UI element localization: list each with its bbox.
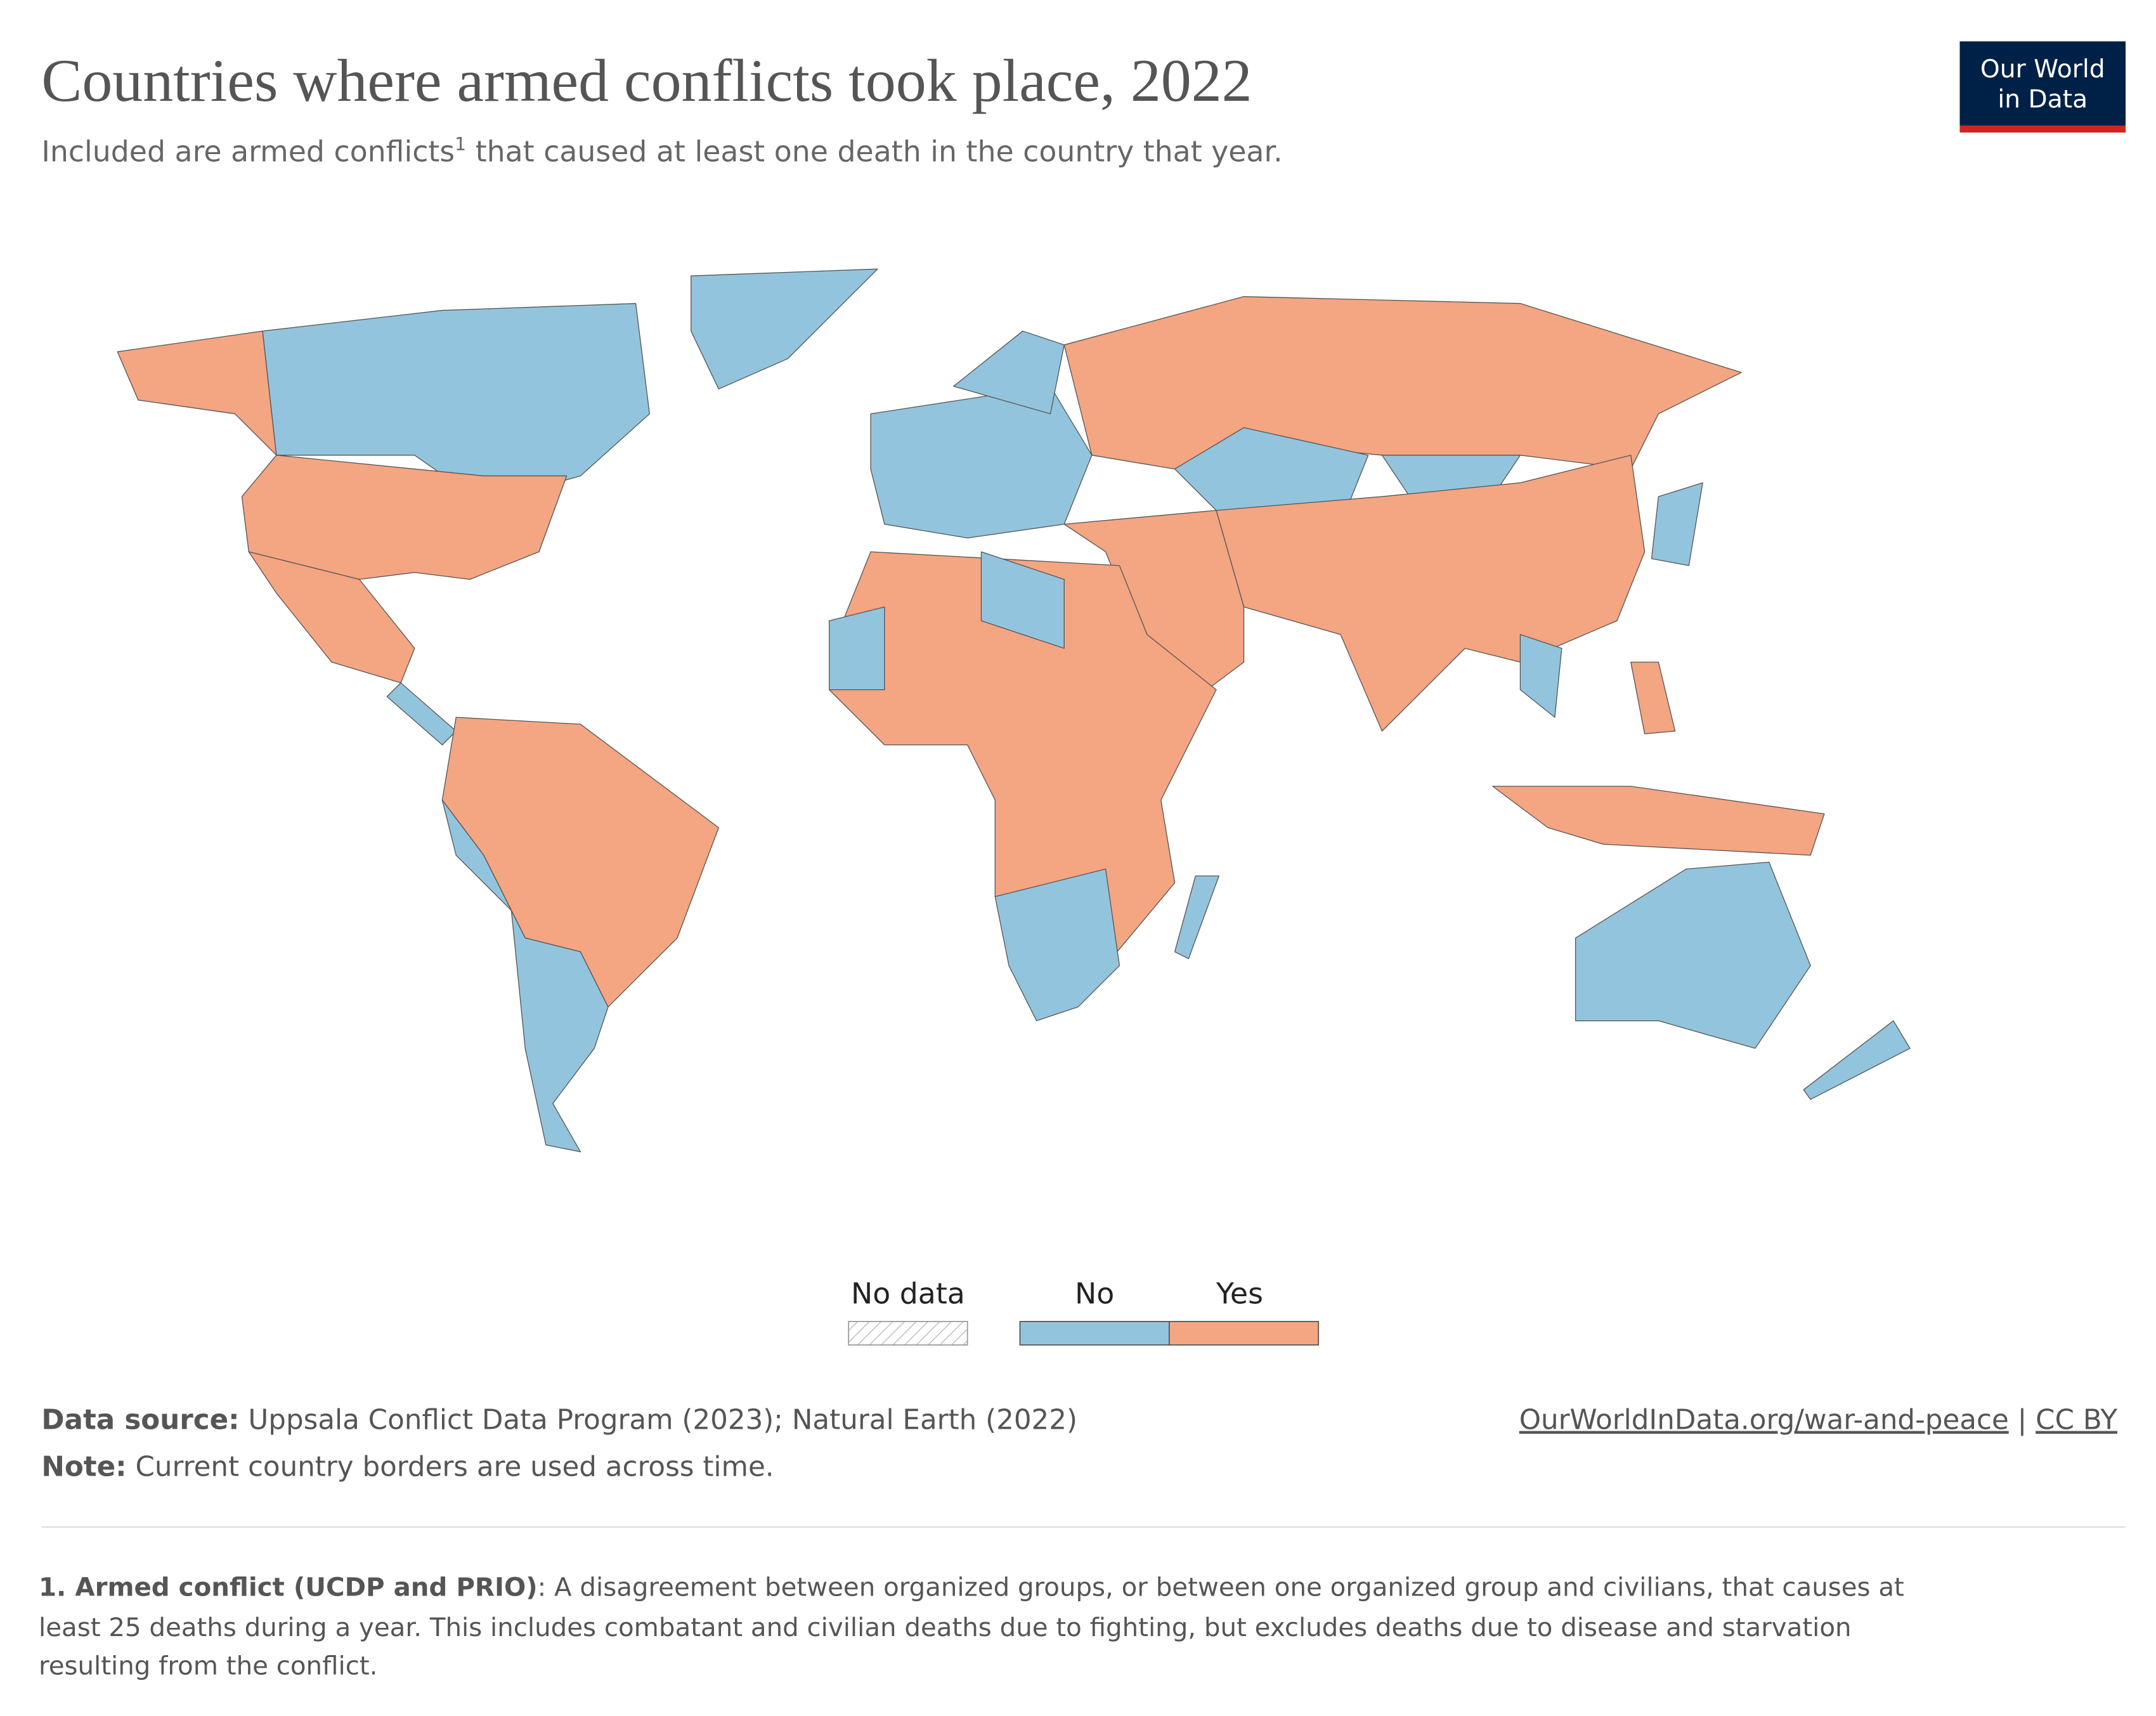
country xyxy=(829,606,885,691)
license-link[interactable]: CC BY xyxy=(2036,1405,2117,1436)
country xyxy=(1063,510,1245,705)
logo[interactable]: Our World in Data xyxy=(1959,41,2126,133)
footnote: least 25 deaths during a year. This incl… xyxy=(39,1613,1852,1642)
subtitle: Included are armed conflicts1 that cause… xyxy=(41,134,1282,168)
legend: No data No Yes xyxy=(848,1277,1320,1346)
source-text: Uppsala Conflict Data Program (2023); Na… xyxy=(240,1405,1077,1436)
country xyxy=(994,868,1120,1022)
legend-swatch xyxy=(1019,1321,1170,1346)
source: Data source: Uppsala Conflict Data Progr… xyxy=(41,1405,1077,1436)
legend-label: No data xyxy=(851,1277,965,1311)
footnote: resulting from the conflict. xyxy=(39,1652,377,1681)
url-link[interactable]: OurWorldInData.org/war-and-peace xyxy=(1519,1405,2009,1436)
country xyxy=(1492,786,1825,856)
country xyxy=(262,302,651,504)
footnote: 1. Armed conflict (UCDP and PRIO): A dis… xyxy=(39,1573,1904,1602)
subtitle-text: Included are armed conflicts xyxy=(41,135,455,169)
country xyxy=(1630,661,1676,734)
source-label: Data source: xyxy=(41,1405,239,1436)
legend-label: No xyxy=(1075,1277,1114,1311)
country xyxy=(980,551,1065,649)
logo-text: in Data xyxy=(1997,86,2088,114)
legend-label: Yes xyxy=(1216,1277,1263,1311)
map xyxy=(117,268,1911,1152)
country xyxy=(1651,482,1703,566)
footnote-label: 1. Armed conflict (UCDP and PRIO) xyxy=(39,1573,538,1602)
subtitle-text: that caused at least one death in the co… xyxy=(466,135,1282,169)
attribution: OurWorldInData.org/war-and-peace | CC BY xyxy=(1519,1405,2118,1436)
logo-box xyxy=(1959,41,2126,133)
note-label: Note: xyxy=(41,1452,126,1483)
country xyxy=(241,455,568,580)
country xyxy=(1174,875,1219,959)
country xyxy=(1575,861,1811,1049)
country xyxy=(441,799,609,1152)
title: Countries where armed conflicts took pla… xyxy=(41,47,1252,114)
country xyxy=(691,268,878,390)
country xyxy=(1216,455,1646,732)
country xyxy=(1174,427,1369,525)
logo-text: Our World xyxy=(1980,55,2105,84)
country xyxy=(1063,296,1742,470)
country xyxy=(1803,1020,1911,1100)
logo-bar xyxy=(1959,125,2126,133)
legend-swatch xyxy=(848,1321,968,1346)
note: Note: Current country borders are used a… xyxy=(41,1452,774,1483)
footnote-ref: 1 xyxy=(455,134,466,155)
country xyxy=(870,386,1093,538)
country xyxy=(117,330,277,456)
separator: | xyxy=(2009,1405,2036,1436)
note-text: Current country borders are used across … xyxy=(127,1452,774,1483)
footnote-text: : A disagreement between organized group… xyxy=(538,1573,1904,1602)
country xyxy=(1519,634,1562,718)
legend-swatch xyxy=(1168,1321,1320,1346)
country xyxy=(386,682,457,746)
